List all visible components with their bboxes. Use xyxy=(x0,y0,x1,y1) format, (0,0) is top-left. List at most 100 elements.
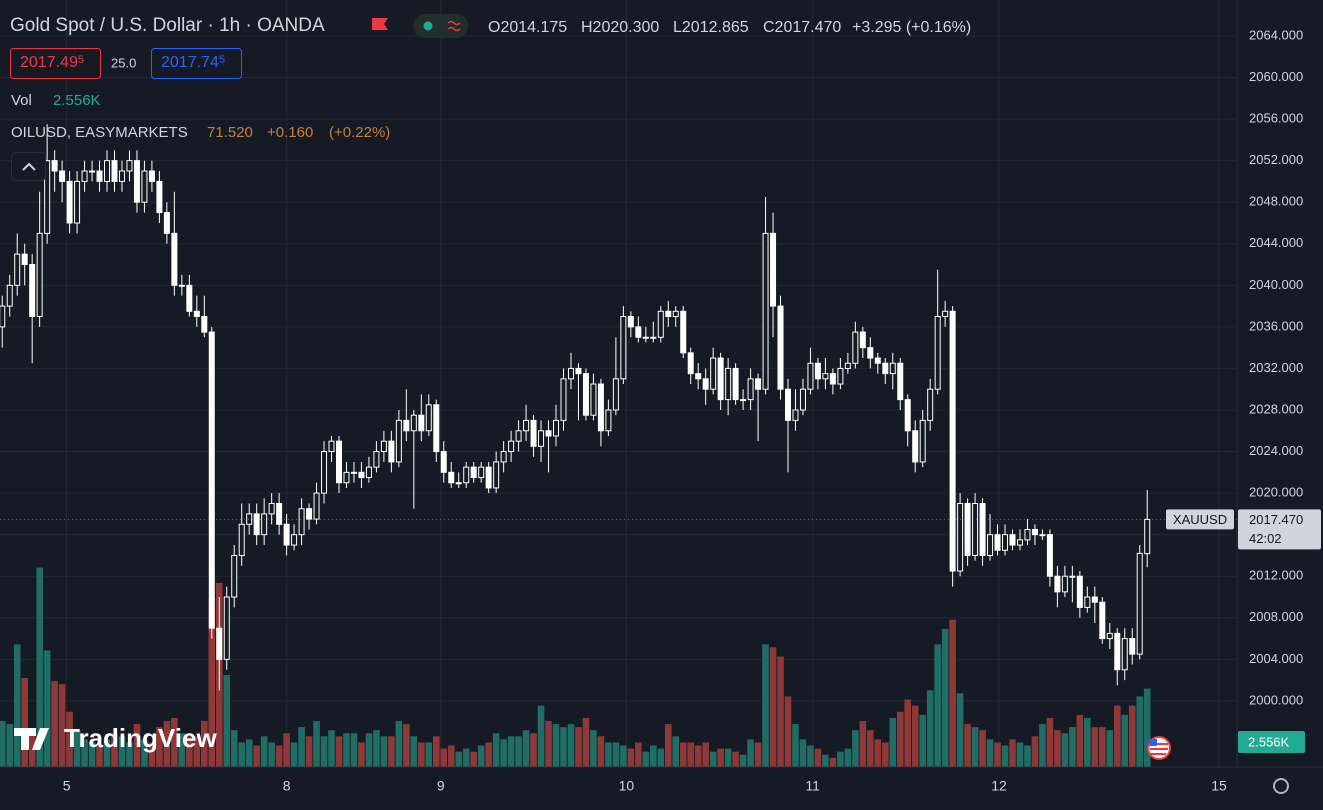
status-pill[interactable] xyxy=(413,14,468,38)
volume-bar xyxy=(717,748,724,767)
candle-body xyxy=(538,430,545,447)
volume-bar xyxy=(447,745,455,767)
candle-body xyxy=(1009,534,1016,546)
chevron-icon xyxy=(22,162,36,171)
volume-bar xyxy=(1061,733,1069,767)
volume-bar xyxy=(1143,688,1151,767)
volume-bar xyxy=(867,730,874,767)
volume-bar xyxy=(410,736,418,767)
candle-body xyxy=(702,378,709,390)
volume-bar xyxy=(1106,730,1114,767)
volume-bar xyxy=(792,724,799,767)
sell-button[interactable] xyxy=(10,48,101,79)
candle-body xyxy=(1091,596,1098,603)
volume-bar xyxy=(358,742,365,767)
y-tick-label: 2052.000 xyxy=(1249,152,1303,167)
candle-body xyxy=(276,503,283,525)
volume-bar xyxy=(455,751,463,767)
volume-bar xyxy=(694,745,702,767)
candle-body xyxy=(575,367,582,375)
volume-bar xyxy=(148,742,156,767)
collapse-button[interactable] xyxy=(11,152,46,181)
candle-body xyxy=(1046,534,1053,577)
volume-bar xyxy=(1024,745,1031,767)
candle-body xyxy=(380,440,387,453)
candle-body xyxy=(1136,552,1143,655)
volume-bar xyxy=(103,739,111,767)
volume-bar xyxy=(141,739,148,767)
volume-bar xyxy=(874,739,882,767)
candle-body xyxy=(358,471,365,479)
volume-bar xyxy=(724,748,732,767)
candle-body xyxy=(942,310,949,317)
x-tick-label: 8 xyxy=(283,778,291,794)
volume-bar xyxy=(253,745,260,767)
candle-body xyxy=(859,331,866,349)
volume-bar xyxy=(395,720,403,767)
candle-body xyxy=(0,305,6,328)
volume-bar xyxy=(0,720,6,767)
y-tick-label: 2020.000 xyxy=(1249,485,1303,500)
candles xyxy=(0,124,1151,691)
candle-body xyxy=(298,508,305,536)
candle-body xyxy=(29,264,36,317)
volume-bar xyxy=(657,748,665,767)
y-tick-label: 2056.000 xyxy=(1249,111,1303,126)
y-tick-label: 2060.000 xyxy=(1249,69,1303,84)
candle-body xyxy=(1106,632,1113,640)
bid-pip: 5 xyxy=(78,54,84,66)
volume-bar xyxy=(6,724,14,767)
candle-body xyxy=(350,471,357,474)
volume-bar xyxy=(73,730,81,767)
candle-body xyxy=(246,513,253,525)
candle-body xyxy=(133,160,140,203)
volume-bar xyxy=(470,751,477,767)
volume-bar xyxy=(171,717,178,767)
candle-body xyxy=(96,170,103,182)
volume-bar xyxy=(21,678,28,767)
volume-bar xyxy=(440,748,448,767)
x-tick-label: 12 xyxy=(991,778,1007,794)
ask-pip: 5 xyxy=(219,54,225,66)
candle-body xyxy=(216,627,223,660)
candle-body xyxy=(126,160,133,172)
volume-bar xyxy=(1098,727,1106,767)
volume-bar xyxy=(178,733,186,767)
volume-bar xyxy=(156,727,163,767)
candle-body xyxy=(141,170,148,203)
candle-body xyxy=(365,466,372,479)
candle-body xyxy=(934,315,941,390)
volume-bar xyxy=(283,733,290,767)
bid-price: 2017.495 xyxy=(20,54,84,71)
candle-body xyxy=(44,160,51,234)
candle-body xyxy=(523,419,530,432)
y-tick-label: 2000.000 xyxy=(1249,692,1303,707)
countdown-label: 42:02 xyxy=(1249,531,1282,546)
candle-body xyxy=(6,284,13,307)
x-tick-label: 10 xyxy=(619,778,635,794)
candle-body xyxy=(410,414,417,432)
candle-body xyxy=(59,170,66,182)
settings-icon[interactable] xyxy=(1273,778,1289,794)
candle-body xyxy=(597,383,604,432)
buy-button[interactable] xyxy=(151,48,242,79)
candle-body xyxy=(1002,534,1009,551)
candle-body xyxy=(111,160,118,182)
volume-bar xyxy=(941,628,949,767)
volume-bar xyxy=(807,745,814,767)
candle-body xyxy=(268,503,275,515)
volume-bar xyxy=(837,751,844,767)
volume-bar xyxy=(522,730,530,767)
candle-body xyxy=(66,180,73,224)
candle-body xyxy=(148,170,155,182)
volume-bar xyxy=(365,733,373,767)
volume-bar xyxy=(814,748,822,767)
candle-body xyxy=(186,284,193,312)
volume-bar xyxy=(290,742,298,767)
volume-bar xyxy=(133,724,141,767)
volume-bar xyxy=(582,717,590,767)
volume-bar xyxy=(238,742,246,767)
y-tick-label: 2032.000 xyxy=(1249,360,1303,375)
candle-body xyxy=(253,513,260,536)
candle-body xyxy=(1069,575,1076,578)
